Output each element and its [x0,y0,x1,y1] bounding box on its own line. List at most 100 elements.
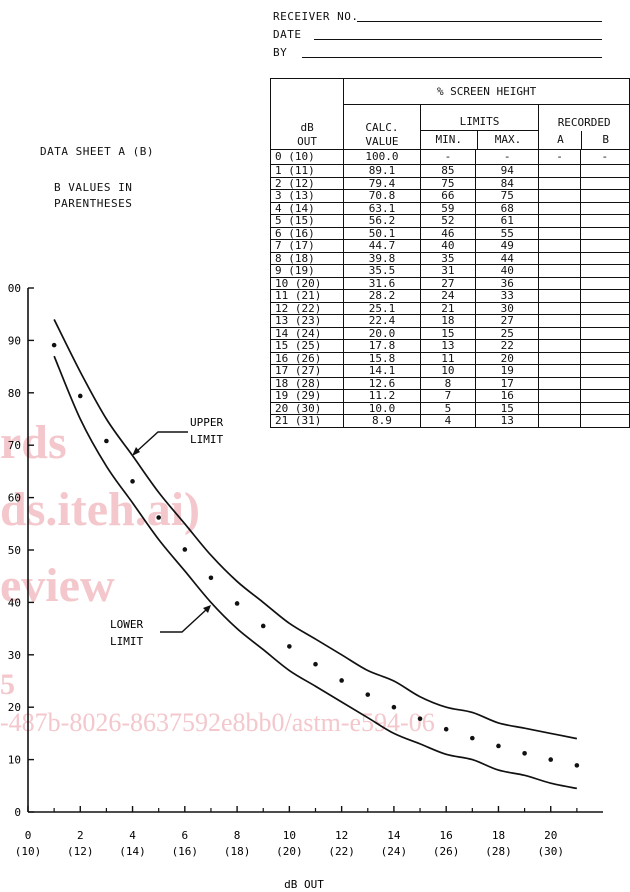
recorded-a-cell[interactable] [538,276,581,290]
table-row: 5 (15) 56.2 52 61 [269,214,630,228]
recorded-b-cell[interactable] [579,214,630,228]
recorded-b-cell[interactable] [579,289,630,303]
upper-limit-label: UPPER [190,416,223,429]
x-tick-label-b: (24) [381,845,408,858]
recorded-a-cell[interactable] [538,189,581,203]
col-header-limits: LIMITS MIN. MAX. [419,104,540,150]
recorded-a-cell[interactable] [538,226,581,240]
recorded-a-cell[interactable] [538,326,581,340]
table-row: 3 (13) 70.8 66 75 [269,189,630,203]
table-row: 16 (26) 15.8 11 20 [269,351,630,365]
calc-value-cell: 8.9 [343,414,421,428]
calc-value-point [208,575,214,581]
recorded-b-cell[interactable] [579,364,630,378]
recorded-a-cell[interactable] [538,264,581,278]
recorded-b-cell[interactable] [579,414,630,428]
calc-value-cell: 22.4 [343,314,421,328]
recorded-b-cell[interactable] [579,389,630,403]
date-field-line [314,39,602,40]
recorded-a-cell[interactable] [538,164,581,178]
db-cell: 12 (22) [269,301,345,315]
min-limit-cell: 21 [419,301,477,315]
sheet-title: DATA SHEET A (B) [40,145,154,158]
min-limit-cell: 31 [419,264,477,278]
recorded-b-cell[interactable] [579,251,630,265]
recorded-a-cell[interactable] [538,414,581,428]
watermark-text-5: -487b-8026-8637592e8bb0/astm-e594-06 [0,708,435,737]
max-limit-cell: 13 [475,414,540,428]
x-tick-label: 4 [129,829,136,842]
recorded-b-cell[interactable] [579,376,630,390]
calc-value-cell: 35.5 [343,264,421,278]
recorded-b-cell[interactable] [579,326,630,340]
calc-value-cell: 44.7 [343,239,421,253]
max-limit-cell: 94 [475,164,540,178]
x-tick-label: 14 [387,829,401,842]
calc-value-point [234,601,240,606]
calc-value-point [313,661,318,667]
recorded-b-cell[interactable] [579,339,630,353]
recorded-a-cell[interactable]: - [538,149,581,165]
db-cell: 19 (29) [269,389,345,403]
table-row: 0 (10) 100.0- - - - [269,149,630,165]
recorded-a-cell[interactable] [538,351,581,365]
recorded-b-cell[interactable] [579,176,630,190]
recorded-b-cell[interactable] [579,351,630,365]
lower-limit-label-2: LIMIT [110,635,143,648]
max-limit-cell: 68 [475,201,540,215]
recorded-b-cell[interactable] [579,164,630,178]
recorded-b-cell[interactable]: - [579,149,630,165]
recorded-a-cell[interactable] [538,376,581,390]
x-tick-label-b: (14) [119,845,146,858]
db-cell: 21 (31) [269,414,345,428]
recorded-a-cell[interactable] [538,389,581,403]
max-limit-cell: 17 [475,376,540,390]
recorded-a-cell[interactable] [538,201,581,215]
x-tick-label: 6 [182,829,189,842]
db-cell: 13 (23) [269,314,345,328]
max-limit-cell: 40 [475,264,540,278]
recorded-a-cell[interactable] [538,239,581,253]
recorded-a-cell[interactable] [538,289,581,303]
recorded-a-cell[interactable] [538,251,581,265]
y-tick-label: 0 [14,806,21,819]
recorded-a-cell[interactable] [538,401,581,415]
table-body: 0 (10) 100.0- - - -1 (11) 89.1 85 94 2 (12) 79.4 7… [269,149,630,428]
recorded-b-cell[interactable] [579,226,630,240]
db-cell: 6 (16) [269,226,345,240]
table-row: 18 (28) 12.6 8 17 [269,376,630,390]
x-tick-label-b: (26) [433,845,460,858]
db-cell: 1 (11) [269,164,345,178]
recorded-b-cell[interactable] [579,276,630,290]
max-limit-cell: 61 [475,214,540,228]
calc-value-point [77,393,83,399]
recorded-a-cell[interactable] [538,214,581,228]
x-tick-label: 8 [234,829,241,842]
recorded-b-cell[interactable] [579,239,630,253]
db-cell: 16 (26) [269,351,345,365]
x-tick-label-b: (18) [224,845,251,858]
max-limit-cell: 27 [475,314,540,328]
db-cell: 3 (13) [269,189,345,203]
recorded-b-cell[interactable] [579,401,630,415]
recorded-b-cell[interactable] [579,301,630,315]
recorded-a-cell[interactable] [538,339,581,353]
recorded-a-cell[interactable] [538,176,581,190]
db-cell: 5 (15) [269,214,345,228]
upper-limit-label-2: LIMIT [190,433,223,446]
max-limit-cell: 30 [475,301,540,315]
date-label: DATE [273,28,302,41]
min-limit-cell: 27 [419,276,477,290]
min-limit-cell: 4 [419,414,477,428]
max-limit-cell: 16 [475,389,540,403]
calc-value-point [548,757,554,762]
recorded-b-cell[interactable] [579,314,630,328]
recorded-a-cell[interactable] [538,314,581,328]
table-row: 2 (12) 79.4 75 84 [269,176,630,190]
recorded-b-cell[interactable] [579,264,630,278]
recorded-a-cell[interactable] [538,364,581,378]
recorded-b-cell[interactable] [579,189,630,203]
recorded-a-cell[interactable] [538,301,581,315]
recorded-b-cell[interactable] [579,201,630,215]
db-cell: 8 (18) [269,251,345,265]
